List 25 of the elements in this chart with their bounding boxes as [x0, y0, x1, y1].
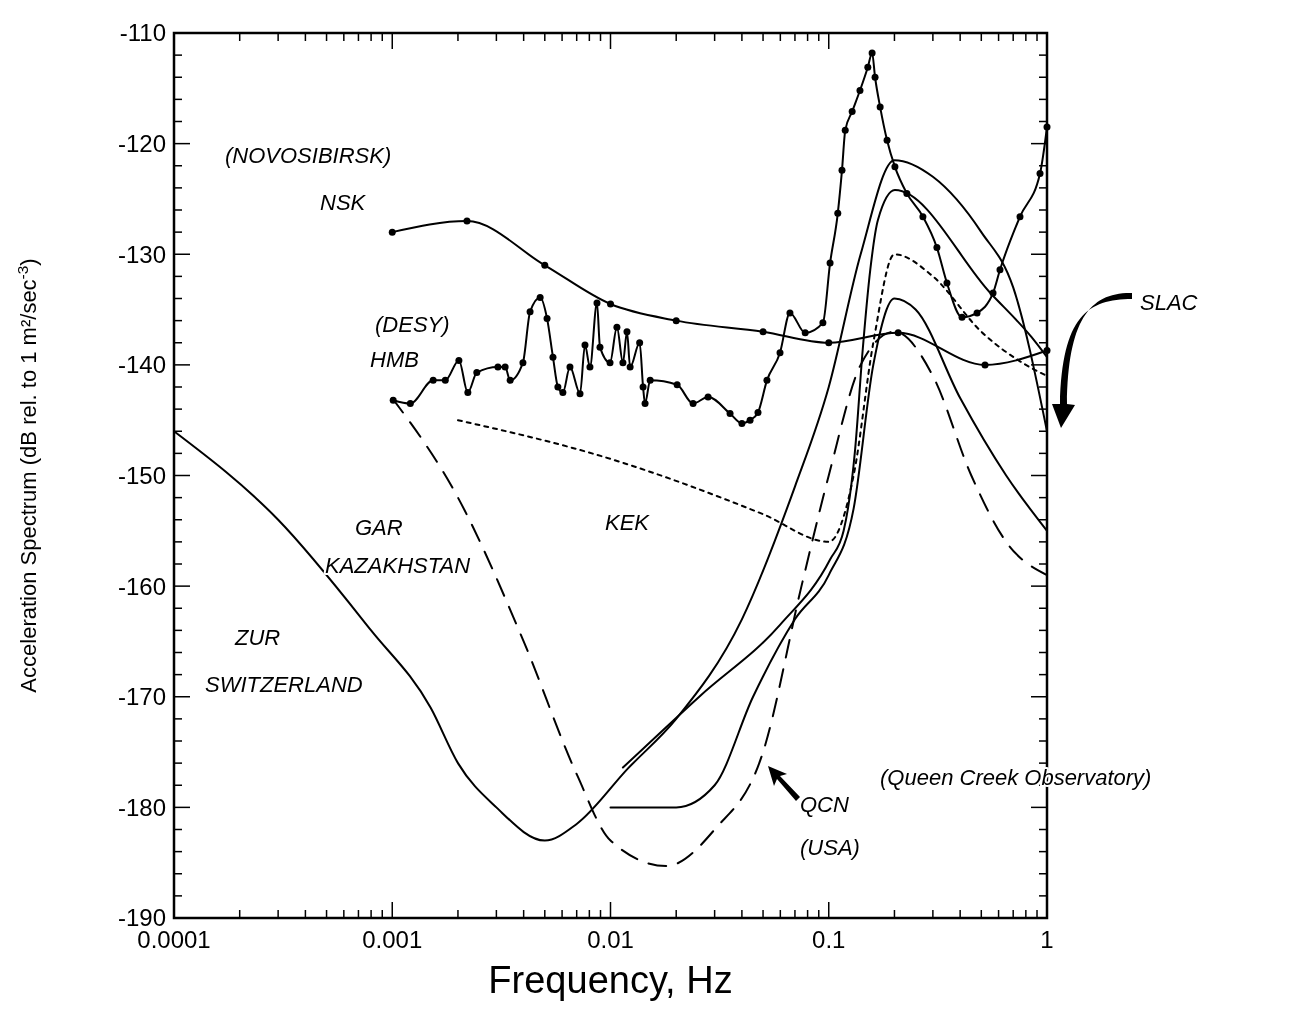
y-tick-label: -170 — [117, 683, 166, 711]
y-tick-label: -180 — [117, 793, 166, 821]
y-tick-label: -160 — [117, 572, 166, 600]
y-tick-label: -140 — [117, 351, 166, 379]
x-tick-label: 0.001 — [362, 926, 423, 953]
annotation: KAZAKHSTAN — [325, 553, 471, 578]
annotation: GAR — [355, 515, 403, 540]
annotation: KEK — [605, 510, 651, 535]
x-tick-label: 1 — [1040, 926, 1054, 953]
x-axis-title: Frequency, Hz — [488, 959, 733, 1001]
annotation: HMB — [370, 347, 419, 372]
x-tick-label: 0.1 — [812, 926, 846, 953]
annotation: NSK — [320, 190, 367, 215]
y-tick-label: -110 — [119, 19, 166, 47]
annotation: (DESY) — [375, 312, 450, 337]
annotation: ZUR — [234, 625, 281, 650]
annotation: (USA) — [800, 835, 860, 860]
y-tick-label: -150 — [117, 461, 166, 489]
y-tick-label: -120 — [117, 130, 166, 158]
annotation: QCN — [800, 792, 849, 817]
annotation: SWITZERLAND — [205, 672, 363, 697]
x-tick-label: 0.01 — [587, 926, 634, 953]
y-tick-label: -130 — [117, 240, 166, 268]
annotation: (NOVOSIBIRSK) — [225, 143, 392, 168]
text: SLAC — [1140, 290, 1198, 315]
